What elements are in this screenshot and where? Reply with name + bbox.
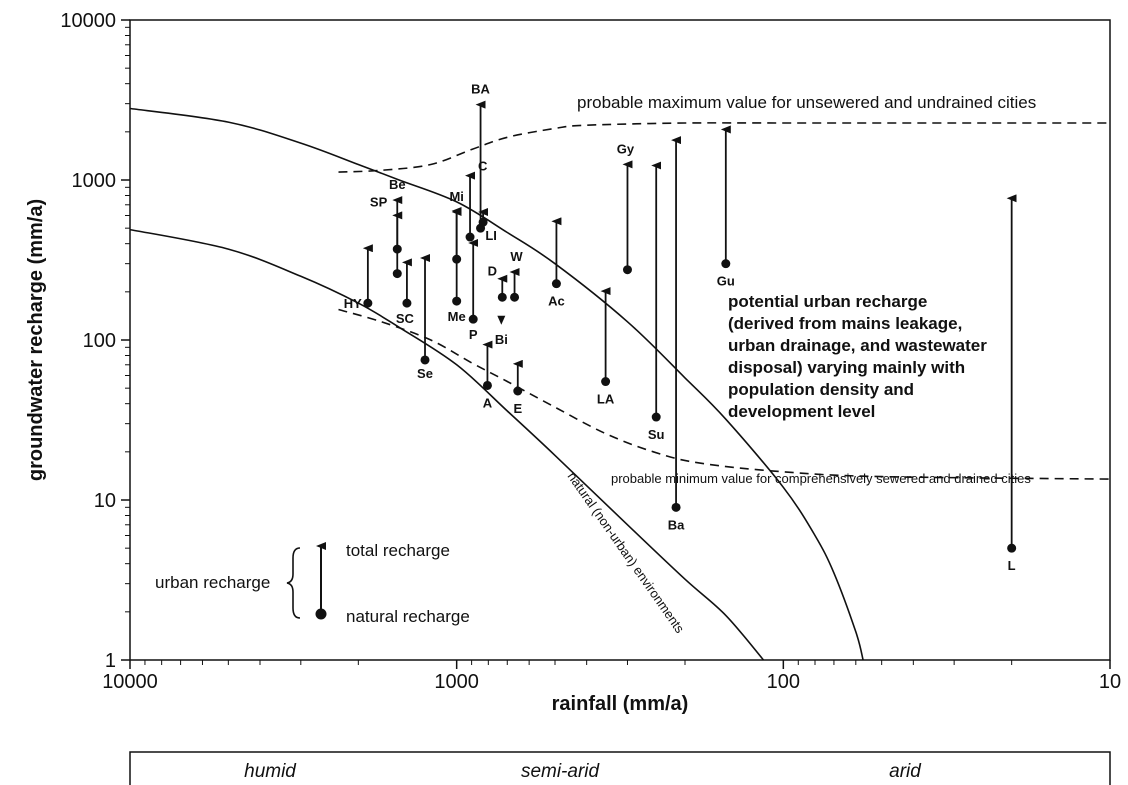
natural-recharge-dot-C bbox=[465, 232, 475, 242]
point-label-BA: BA bbox=[471, 82, 490, 97]
natural-recharge-dot-Se bbox=[420, 355, 430, 365]
x-tick-label: 10 bbox=[1099, 671, 1121, 693]
x-tick-label: 10000 bbox=[102, 671, 158, 693]
point-label-A: A bbox=[483, 395, 493, 410]
potential-recharge-note: potential urban recharge (derived from m… bbox=[728, 292, 987, 421]
natural-recharge-dot-Me bbox=[452, 296, 462, 306]
climate-zone-bar: humid semi-arid arid bbox=[129, 751, 1111, 785]
point-label-SC: SC bbox=[396, 311, 415, 326]
natural-curve-label: natural (non-urban) environments bbox=[565, 469, 688, 636]
natural-recharge-dot-W bbox=[510, 292, 520, 302]
natural-recharge-dot-LA bbox=[601, 377, 611, 387]
curve-0 bbox=[129, 228, 765, 661]
point-label-Ac: Ac bbox=[548, 294, 565, 309]
curve-1 bbox=[129, 107, 864, 661]
note-line: disposal) varying mainly with bbox=[728, 358, 965, 377]
point-label-Gy: Gy bbox=[617, 141, 635, 156]
curve-3 bbox=[338, 308, 1111, 480]
legend-group-label: urban recharge bbox=[155, 573, 270, 592]
max-curve-label: probable maximum value for unsewered and… bbox=[577, 93, 1036, 112]
zone-semi-arid: semi-arid bbox=[521, 761, 601, 782]
note-line: potential urban recharge bbox=[728, 292, 927, 311]
min-curve-label: probable minimum value for comprehensive… bbox=[611, 471, 1031, 486]
natural-recharge-dot-D bbox=[497, 292, 507, 302]
natural-recharge-dot-L bbox=[1007, 543, 1017, 553]
point-label-Ba: Ba bbox=[668, 517, 685, 532]
point-label-Su: Su bbox=[648, 427, 665, 442]
natural-recharge-dot-P bbox=[468, 314, 478, 324]
zone-box bbox=[129, 751, 1111, 785]
point-label-W: W bbox=[510, 249, 523, 264]
point-label-LI: LI bbox=[485, 228, 497, 243]
y-tick-label: 10000 bbox=[60, 10, 116, 32]
y-tick-label: 1000 bbox=[72, 170, 117, 192]
x-axis-label: rainfall (mm/a) bbox=[552, 693, 689, 715]
legend-brace bbox=[286, 547, 301, 619]
point-label-Se: Se bbox=[417, 366, 433, 381]
x-tick-label: 1000 bbox=[434, 671, 479, 693]
point-label-D: D bbox=[488, 264, 497, 279]
curves bbox=[129, 107, 1111, 661]
point-label-C: C bbox=[478, 159, 488, 174]
natural-recharge-dot-Su bbox=[651, 412, 661, 422]
zone-arid: arid bbox=[889, 761, 922, 782]
legend: urban recharge total recharge natural re… bbox=[155, 541, 470, 626]
natural-recharge-dot-E bbox=[513, 386, 523, 396]
y-tick-label: 100 bbox=[83, 330, 116, 352]
point-label-Be: Be bbox=[389, 177, 406, 192]
curve-2 bbox=[338, 122, 1110, 173]
natural-recharge-dot-SP bbox=[392, 269, 402, 279]
natural-recharge-dot-Ac bbox=[551, 279, 561, 289]
y-tick-label: 10 bbox=[94, 490, 116, 512]
point-label-LA: LA bbox=[597, 392, 615, 407]
point-label-P: P bbox=[469, 327, 478, 342]
total-recharge-marker-Bi bbox=[497, 315, 506, 325]
y-tick-label: 1 bbox=[105, 650, 116, 672]
natural-recharge-dot-A bbox=[482, 380, 492, 390]
point-label-L: L bbox=[1008, 558, 1016, 573]
natural-recharge-dot-Ba bbox=[671, 502, 681, 512]
legend-dot bbox=[315, 608, 327, 620]
point-label-SP: SP bbox=[370, 194, 388, 209]
y-axis-label: groundwater recharge (mm/a) bbox=[25, 199, 47, 481]
natural-recharge-dot-HY bbox=[363, 298, 373, 308]
legend-total-label: total recharge bbox=[346, 541, 450, 560]
note-line: population density and bbox=[728, 380, 914, 399]
note-line: development level bbox=[728, 402, 875, 421]
natural-recharge-dot-Gy bbox=[622, 265, 632, 275]
x-tick-label: 100 bbox=[767, 671, 800, 693]
point-label-Bi: Bi bbox=[495, 332, 508, 347]
point-label-Gu: Gu bbox=[717, 274, 735, 289]
natural-recharge-dot-LI bbox=[478, 217, 488, 227]
note-line: urban drainage, and wastewater bbox=[728, 336, 987, 355]
natural-recharge-dot-Gu bbox=[721, 259, 731, 269]
natural-recharge-dot-SC bbox=[402, 298, 412, 308]
axis-ticks: 10000 1000 100 10 10000 1000 100 10 1 bbox=[60, 10, 1121, 693]
note-line: (derived from mains leakage, bbox=[728, 314, 962, 333]
legend-natural-label: natural recharge bbox=[346, 607, 470, 626]
zone-humid: humid bbox=[244, 761, 297, 782]
point-label-HY: HY bbox=[344, 296, 362, 311]
point-label-E: E bbox=[513, 401, 522, 416]
point-label-Mi: Mi bbox=[449, 189, 463, 204]
point-label-Me: Me bbox=[448, 309, 466, 324]
